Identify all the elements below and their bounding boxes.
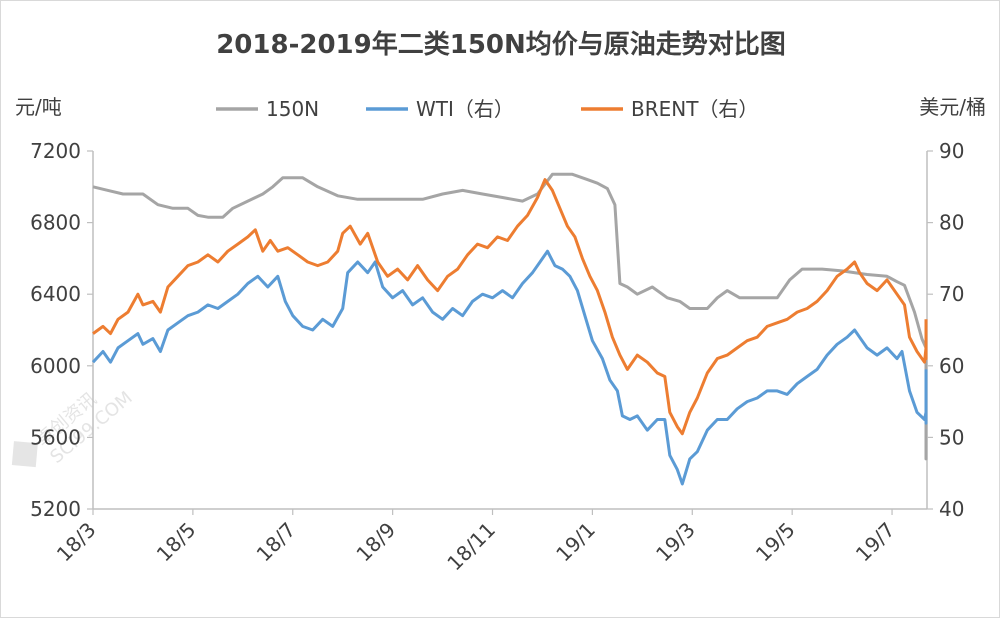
legend-label: WTI（右） bbox=[416, 97, 514, 121]
y-right-tick-label: 80 bbox=[939, 211, 964, 235]
series-line-brent bbox=[92, 178, 928, 436]
x-tick-label: 18/5 bbox=[152, 518, 201, 567]
y-left-tick-label: 6800 bbox=[30, 211, 81, 235]
y-right-tick-label: 70 bbox=[939, 282, 964, 306]
y-left-tick-label: 5200 bbox=[30, 497, 81, 521]
y-right-tick-label: 60 bbox=[939, 354, 964, 378]
legend: 150N WTI（右） BRENT（右） bbox=[216, 97, 758, 121]
x-tick-label: 19/5 bbox=[751, 518, 800, 567]
x-tick-label: 18/9 bbox=[351, 518, 400, 567]
x-tick-label: 18/11 bbox=[442, 518, 500, 576]
legend-label: BRENT（右） bbox=[631, 97, 758, 121]
y-right-tick-label: 40 bbox=[939, 497, 964, 521]
x-tick-label: 19/3 bbox=[651, 518, 700, 567]
x-tick-label: 18/3 bbox=[52, 518, 101, 567]
y-left-tick-label: 6000 bbox=[30, 354, 81, 378]
watermark-logo-diamond bbox=[11, 441, 38, 468]
x-tick-label: 19/7 bbox=[851, 518, 900, 567]
y-right-tick-label: 90 bbox=[939, 139, 964, 163]
legend-label: 150N bbox=[266, 97, 319, 121]
x-tick-label: 18/7 bbox=[252, 518, 301, 567]
chart-title: 2018-2019年二类150N均价与原油走势对比图 bbox=[216, 29, 786, 60]
series-group bbox=[91, 172, 928, 486]
axes bbox=[92, 151, 928, 510]
series-line-wti bbox=[91, 249, 928, 486]
y-left-tick-label: 5600 bbox=[30, 425, 81, 449]
y-left-tick-label: 7200 bbox=[30, 139, 81, 163]
x-tick-label: 19/1 bbox=[551, 518, 600, 567]
y-right-tick-label: 50 bbox=[939, 425, 964, 449]
series-line-150n bbox=[92, 172, 928, 461]
y-left-tick-label: 6400 bbox=[30, 282, 81, 306]
left-axis-unit: 元/吨 bbox=[15, 95, 62, 119]
right-axis-unit: 美元/桶 bbox=[919, 95, 986, 119]
